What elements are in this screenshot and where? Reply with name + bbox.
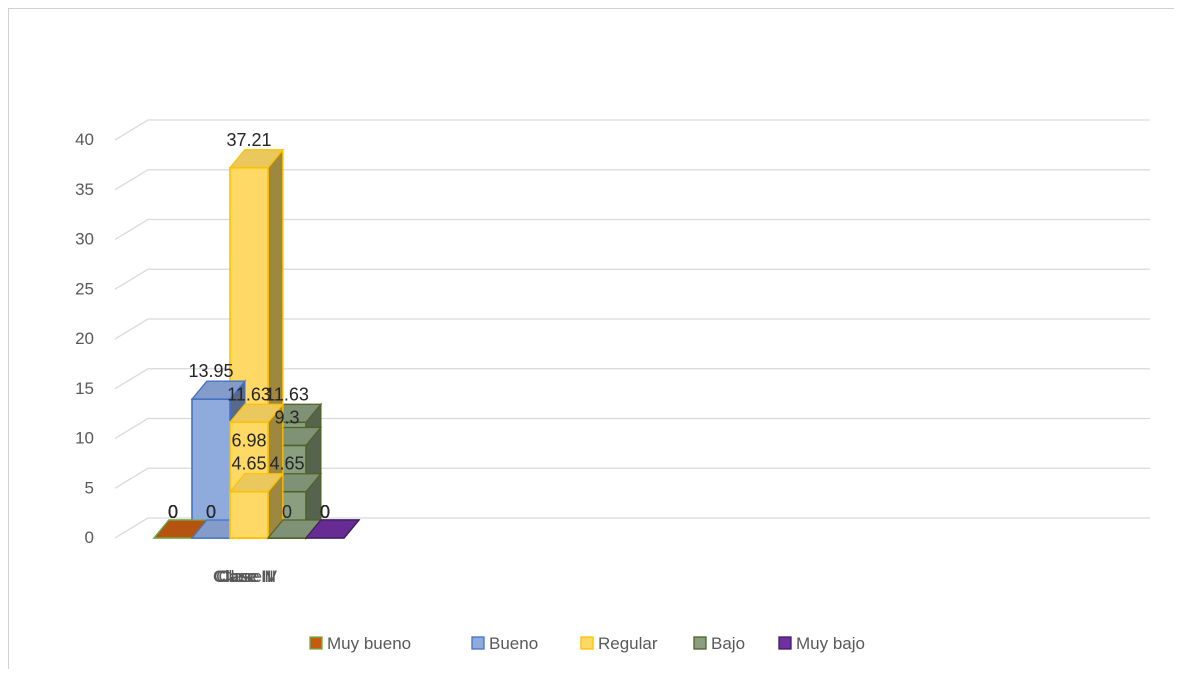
gridline — [114, 318, 1150, 340]
bars — [152, 147, 361, 540]
x-tick-label: Clase I — [219, 567, 272, 586]
legend-item: Bajo — [693, 634, 745, 653]
y-tick-label: 20 — [75, 329, 94, 348]
legend-swatch — [580, 636, 594, 650]
legend-swatch — [778, 636, 792, 650]
legend-label: Regular — [598, 634, 658, 653]
legend: Muy bueno Bueno Regular Bajo Muy bajo — [309, 634, 865, 653]
y-tick-label: 25 — [75, 279, 94, 298]
y-axis: 0 5 10 15 20 25 30 35 40 — [75, 130, 94, 547]
legend-swatch — [471, 636, 485, 650]
gridline — [114, 417, 1150, 440]
legend-label: Bueno — [489, 634, 538, 653]
bar — [304, 519, 361, 539]
data-label: 11.63 — [227, 384, 271, 404]
data-label: 11.63 — [265, 384, 309, 404]
gridline — [114, 467, 1150, 489]
gridline — [114, 517, 1150, 539]
gridline — [114, 218, 1150, 241]
data-label: 0 — [206, 502, 216, 522]
legend-swatch — [309, 636, 323, 650]
data-label: 4.65 — [231, 454, 266, 474]
y-tick-label: 0 — [85, 528, 94, 547]
data-label: 4.65 — [269, 454, 304, 474]
data-label: 0 — [320, 502, 330, 522]
y-tick-label: 40 — [75, 130, 94, 149]
data-label: 0 — [320, 502, 330, 522]
legend-item: Muy bueno — [309, 634, 411, 653]
x-tick-label: Clase III — [214, 567, 276, 586]
y-tick-label: 15 — [75, 379, 94, 398]
data-label: 0 — [168, 502, 178, 522]
data-label: 9.3 — [274, 407, 299, 427]
data-label: 13.95 — [188, 361, 233, 381]
gridline — [114, 119, 1150, 141]
data-label: 0 — [282, 502, 292, 522]
gridline — [114, 169, 1150, 191]
data-label: 37.21 — [226, 130, 271, 150]
y-tick-label: 10 — [75, 429, 94, 448]
legend-label: Muy bajo — [796, 634, 865, 653]
legend-label: Muy bueno — [327, 634, 411, 653]
x-tick-label: Clase II — [216, 567, 274, 586]
data-label: 0 — [168, 502, 178, 522]
data-label: 0 — [168, 502, 178, 522]
chart-frame — [8, 8, 1174, 669]
data-label: 0 — [320, 502, 330, 522]
legend-item: Regular — [580, 634, 658, 653]
y-tick-label: 30 — [75, 230, 94, 249]
data-label: 0 — [168, 502, 178, 522]
data-label: 0 — [206, 502, 216, 522]
grid-lines — [114, 119, 1150, 539]
y-tick-label: 5 — [85, 478, 94, 497]
legend-item: Bueno — [471, 634, 538, 653]
data-label: 0 — [320, 502, 330, 522]
gridline — [114, 368, 1150, 390]
x-tick-label: Clase IV — [213, 567, 278, 586]
y-tick-label: 35 — [75, 180, 94, 199]
legend-item: Muy bajo — [778, 634, 865, 653]
gridline — [114, 268, 1150, 290]
bar — [228, 471, 285, 540]
data-label: 0 — [206, 502, 216, 522]
legend-swatch — [693, 636, 707, 650]
data-label: 6.98 — [231, 431, 266, 451]
legend-label: Bajo — [711, 634, 745, 653]
